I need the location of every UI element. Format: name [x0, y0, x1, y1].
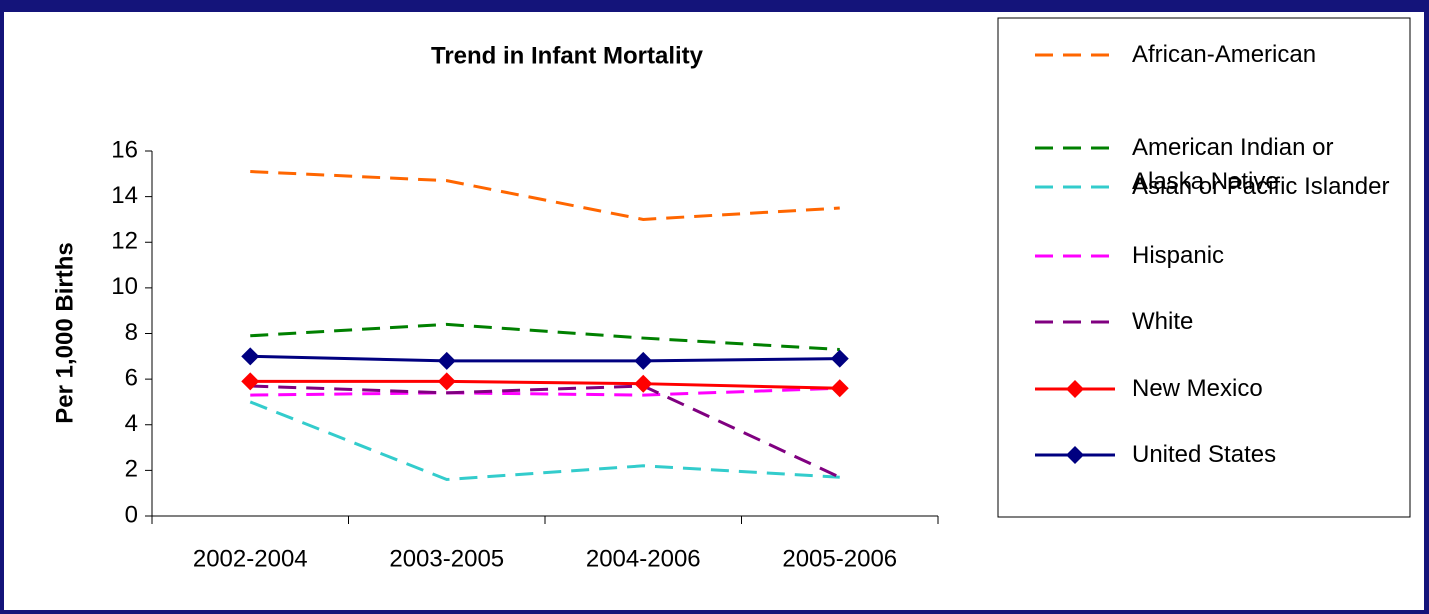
series-marker [830, 379, 849, 398]
series-line [250, 170, 840, 221]
y-tick-label: 10 [111, 273, 138, 300]
series-line [250, 322, 840, 351]
series-marker [634, 351, 653, 370]
series-line [249, 400, 840, 482]
series-line [250, 379, 840, 390]
y-tick-label: 12 [111, 228, 138, 255]
x-tick-label: 2005-2006 [782, 545, 897, 572]
legend-label: Hispanic [1132, 242, 1225, 269]
series-marker [437, 372, 456, 391]
legend-label: African-American [1132, 41, 1317, 68]
chart-title: Trend in Infant Mortality [431, 42, 704, 69]
y-tick-label: 6 [125, 364, 138, 391]
series-marker [437, 351, 456, 370]
series-line [250, 386, 840, 397]
chart: Trend in Infant Mortality Per 1,000 Birt… [51, 17, 1411, 572]
legend-label: White [1132, 308, 1194, 335]
legend-marker [1066, 380, 1084, 398]
y-tick-label: 8 [125, 319, 138, 346]
y-tick-label: 14 [111, 182, 138, 209]
legend-label: American Indian or Alaska Native [1132, 134, 1334, 195]
series-marker [241, 372, 260, 391]
series-marker [830, 349, 849, 368]
y-tick-label: 0 [125, 501, 138, 528]
y-tick-label: 2 [125, 456, 138, 483]
y-axis-label: Per 1,000 Births [51, 242, 78, 423]
legend-label: New Mexico [1132, 375, 1263, 402]
x-tick-label: 2003-2005 [389, 545, 504, 572]
chart-panel: Trend in Infant Mortality Per 1,000 Birt… [4, 12, 1424, 610]
x-tick-label: 2002-2004 [193, 545, 308, 572]
series-marker [241, 347, 260, 366]
series-marker [634, 374, 653, 393]
x-tick-label: 2004-2006 [586, 545, 701, 572]
series-line [250, 354, 840, 363]
y-tick-label: 4 [125, 410, 138, 437]
series-line [250, 384, 841, 479]
legend-label: United States [1132, 441, 1277, 468]
legend-label: Asian or Pacific Islander [1132, 173, 1390, 200]
legend-marker [1066, 446, 1084, 464]
legend-box [997, 17, 1411, 518]
y-tick-label: 16 [111, 136, 138, 163]
